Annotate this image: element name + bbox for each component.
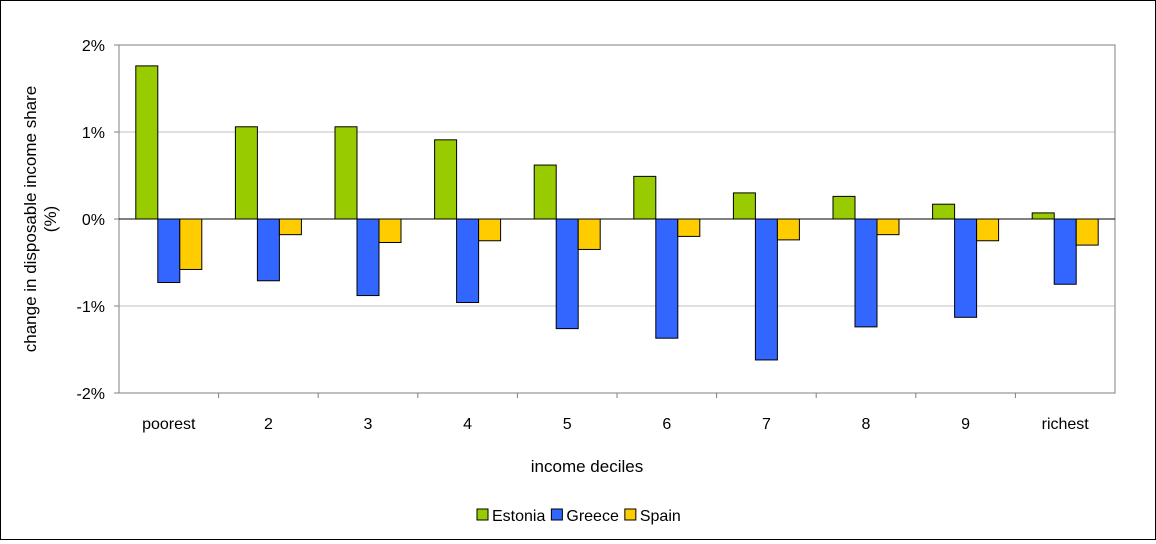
x-tick-label: poorest	[142, 416, 196, 433]
x-tick-label: 9	[961, 416, 970, 433]
bar-estonia-5	[533, 164, 557, 220]
legend-swatch-estonia	[476, 508, 489, 521]
bar-greece-5	[555, 218, 579, 330]
legend-label-spain: Spain	[640, 508, 681, 525]
x-axis-title: income deciles	[531, 457, 643, 476]
bar-estonia-6	[633, 175, 657, 220]
y-tick-label: -1%	[77, 299, 105, 316]
bars	[135, 65, 1099, 361]
bar-spain-6	[677, 218, 701, 237]
y-tick-label: 2%	[82, 38, 105, 55]
y-tick-label: 0%	[82, 212, 105, 229]
legend-swatch-greece	[550, 508, 563, 521]
x-tick-label: 2	[264, 416, 273, 433]
bar-estonia-9	[932, 203, 956, 220]
x-tick-label: 3	[364, 416, 373, 433]
y-tick-label: -2%	[77, 386, 105, 403]
bar-spain-richest	[1075, 218, 1099, 246]
bar-spain-9	[976, 218, 1000, 242]
bar-estonia-richest	[1031, 212, 1055, 220]
bar-spain-2	[278, 218, 302, 236]
legend-label-greece: Greece	[566, 508, 619, 525]
x-tick-label: 7	[762, 416, 771, 433]
x-tick-label: 5	[563, 416, 572, 433]
gridlines	[119, 131, 1115, 307]
y-axis-title: change in disposable income share(%)	[21, 86, 60, 353]
bar-estonia-7	[732, 192, 756, 220]
bar-greece-8	[854, 218, 878, 328]
bar-greece-4	[456, 218, 480, 304]
bar-spain-4	[478, 218, 502, 242]
legend-swatch-spain	[624, 508, 637, 521]
x-tick-label: richest	[1042, 416, 1090, 433]
legend-label-estonia: Estonia	[492, 508, 545, 525]
bar-greece-7	[754, 218, 778, 361]
x-tick-label: 4	[463, 416, 472, 433]
x-tick-label: 8	[862, 416, 871, 433]
bar-greece-3	[356, 218, 380, 297]
bar-spain-3	[378, 218, 402, 243]
bar-spain-5	[577, 218, 601, 250]
y-axis-title-line: change in disposable income share	[21, 86, 40, 353]
bar-spain-7	[776, 218, 800, 241]
bar-greece-richest	[1053, 218, 1077, 285]
bar-greece-6	[655, 218, 679, 339]
bar-estonia-2	[234, 126, 258, 220]
bar-greece-poorest	[157, 218, 181, 284]
bar-estonia-3	[334, 126, 358, 220]
legend: Estonia Greece Spain	[476, 508, 681, 525]
bar-spain-8	[876, 218, 900, 236]
bar-spain-poorest	[179, 218, 203, 270]
x-axis-ticks: poorest 2 3 4 5 6 7 8 9 richest	[142, 393, 1089, 433]
x-tick-label: 6	[662, 416, 671, 433]
y-tick-label: 1%	[82, 125, 105, 142]
bar-greece-2	[256, 218, 280, 282]
bar-estonia-4	[434, 139, 458, 220]
bar-estonia-poorest	[135, 65, 159, 220]
bar-greece-9	[954, 218, 978, 318]
y-axis-title-line: (%)	[41, 206, 60, 232]
bar-estonia-8	[832, 195, 856, 220]
y-axis-ticks: 2% 1% 0% -1% -2%	[77, 38, 119, 403]
